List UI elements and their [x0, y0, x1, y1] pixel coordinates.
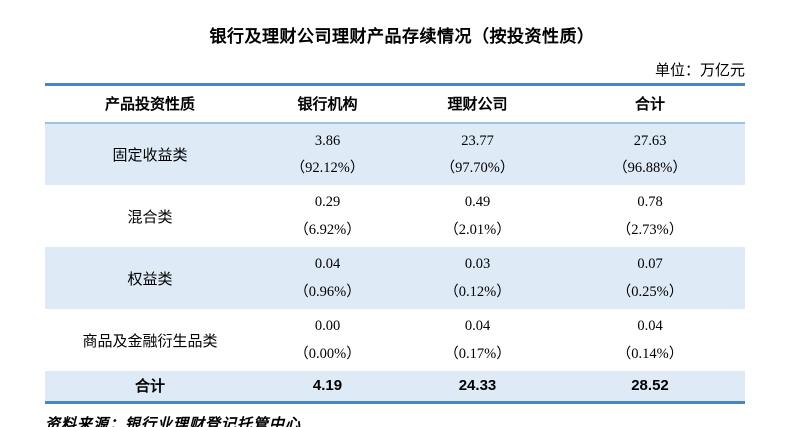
amount-value: 0.29	[314, 194, 341, 210]
amount-value: 0.04	[464, 318, 491, 334]
total-total: 28.52	[631, 377, 669, 395]
cell-company: 23.77 （97.70%）	[400, 123, 555, 185]
table-container: 单位：万亿元 产品投资性质 银行机构 理财公司 合计 固定收益类 3	[45, 59, 745, 404]
col-header-category: 产品投资性质	[45, 84, 255, 124]
amount-value: 0.49	[464, 194, 491, 210]
percent-value: （0.17%）	[444, 345, 511, 362]
amount-value: 27.63	[633, 132, 667, 149]
total-row: 合计 4.19 24.33 28.52	[45, 371, 745, 402]
table-row-fixed-income: 固定收益类 3.86 （92.12%） 23.77 （97.70%）	[45, 123, 745, 185]
percent-value: （2.73%）	[616, 221, 684, 238]
amount-value: 0.04	[637, 318, 663, 334]
percent-value: （0.96%）	[294, 283, 361, 300]
amount-value: 0.78	[637, 194, 663, 210]
amount-value: 0.04	[314, 256, 341, 272]
cell-bank: 3.86 （92.12%）	[255, 123, 400, 185]
amount-value: 3.86	[314, 132, 341, 149]
percent-value: （92.12%）	[290, 160, 365, 176]
row-category: 权益类	[127, 271, 173, 288]
percent-value: （6.92%）	[294, 221, 361, 238]
row-category: 混合类	[127, 209, 173, 226]
cell-total: 0.04 （0.14%）	[555, 309, 745, 371]
table-row-derivatives: 商品及金融衍生品类 0.00 （0.00%） 0.04 （0.17%）	[45, 309, 745, 371]
cell-company: 0.49 （2.01%）	[400, 185, 555, 247]
unit-label: 单位：万亿元	[654, 63, 745, 79]
cell-bank: 0.00 （0.00%）	[255, 309, 400, 371]
percent-value: （2.01%）	[444, 221, 511, 238]
col-header-company: 理财公司	[400, 84, 555, 124]
figure-title: 银行及理财公司理财产品存续情况（按投资性质）	[209, 27, 595, 46]
cell-bank: 0.29 （6.92%）	[255, 185, 400, 247]
data-table: 产品投资性质 银行机构 理财公司 合计 固定收益类 3.86 （92.12%）	[45, 83, 745, 404]
percent-value: （96.88%）	[613, 160, 687, 176]
table-row-equity: 权益类 0.04 （0.96%） 0.03 （0.12%）	[45, 247, 745, 309]
cell-bank: 0.04 （0.96%）	[255, 247, 400, 309]
amount-value: 0.07	[637, 256, 663, 272]
cell-company: 0.04 （0.17%）	[400, 309, 555, 371]
header-row: 产品投资性质 银行机构 理财公司 合计	[45, 84, 745, 124]
percent-value: （0.00%）	[294, 345, 361, 362]
row-category: 固定收益类	[112, 148, 188, 164]
total-bank: 4.19	[312, 377, 343, 395]
table-row-mixed: 混合类 0.29 （6.92%） 0.49 （2.01%）	[45, 185, 745, 247]
cell-total: 27.63 （96.88%）	[555, 123, 745, 185]
cell-company: 0.03 （0.12%）	[400, 247, 555, 309]
source-note: 资料来源：银行业理财登记托管中心	[45, 414, 302, 427]
percent-value: （0.14%）	[616, 345, 684, 362]
amount-value: 0.03	[464, 256, 491, 272]
col-header-total: 合计	[555, 84, 745, 124]
percent-value: （0.25%）	[616, 283, 684, 300]
total-company: 24.33	[458, 377, 497, 395]
total-label: 合计	[134, 378, 165, 396]
amount-value: 23.77	[461, 132, 494, 149]
percent-value: （0.12%）	[444, 283, 511, 300]
percent-value: （97.70%）	[440, 160, 515, 176]
row-category: 商品及金融衍生品类	[82, 333, 218, 350]
amount-value: 0.00	[314, 318, 341, 334]
cell-total: 0.78 （2.73%）	[555, 185, 745, 247]
col-header-bank: 银行机构	[255, 84, 400, 124]
cell-total: 0.07 （0.25%）	[555, 247, 745, 309]
